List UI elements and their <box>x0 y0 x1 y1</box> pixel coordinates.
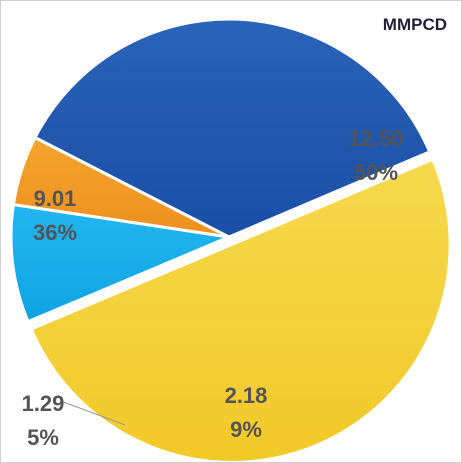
slice-cyan-value-label: 2.18 <box>225 383 268 408</box>
slice-yellow <box>29 157 452 462</box>
unit-label: MMPCD <box>382 15 447 34</box>
pie-labels: 12.50 50% 2.18 9% 1.29 5% 9.01 36% <box>22 126 404 450</box>
slice-yellow-percent-label: 50% <box>354 160 398 185</box>
slice-cyan-percent-label: 9% <box>230 417 262 442</box>
slice-blue-value-label: 9.01 <box>34 186 77 211</box>
slice-cyan <box>9 203 231 324</box>
slice-orange-percent-label: 5% <box>27 425 59 450</box>
slice-blue-percent-label: 36% <box>33 220 77 245</box>
slice-orange-value-label: 1.29 <box>22 391 65 416</box>
slice-yellow-value-label: 12.50 <box>348 126 403 151</box>
pie-slices <box>9 17 452 462</box>
slice-blue <box>33 17 432 239</box>
leader-line <box>60 400 126 426</box>
